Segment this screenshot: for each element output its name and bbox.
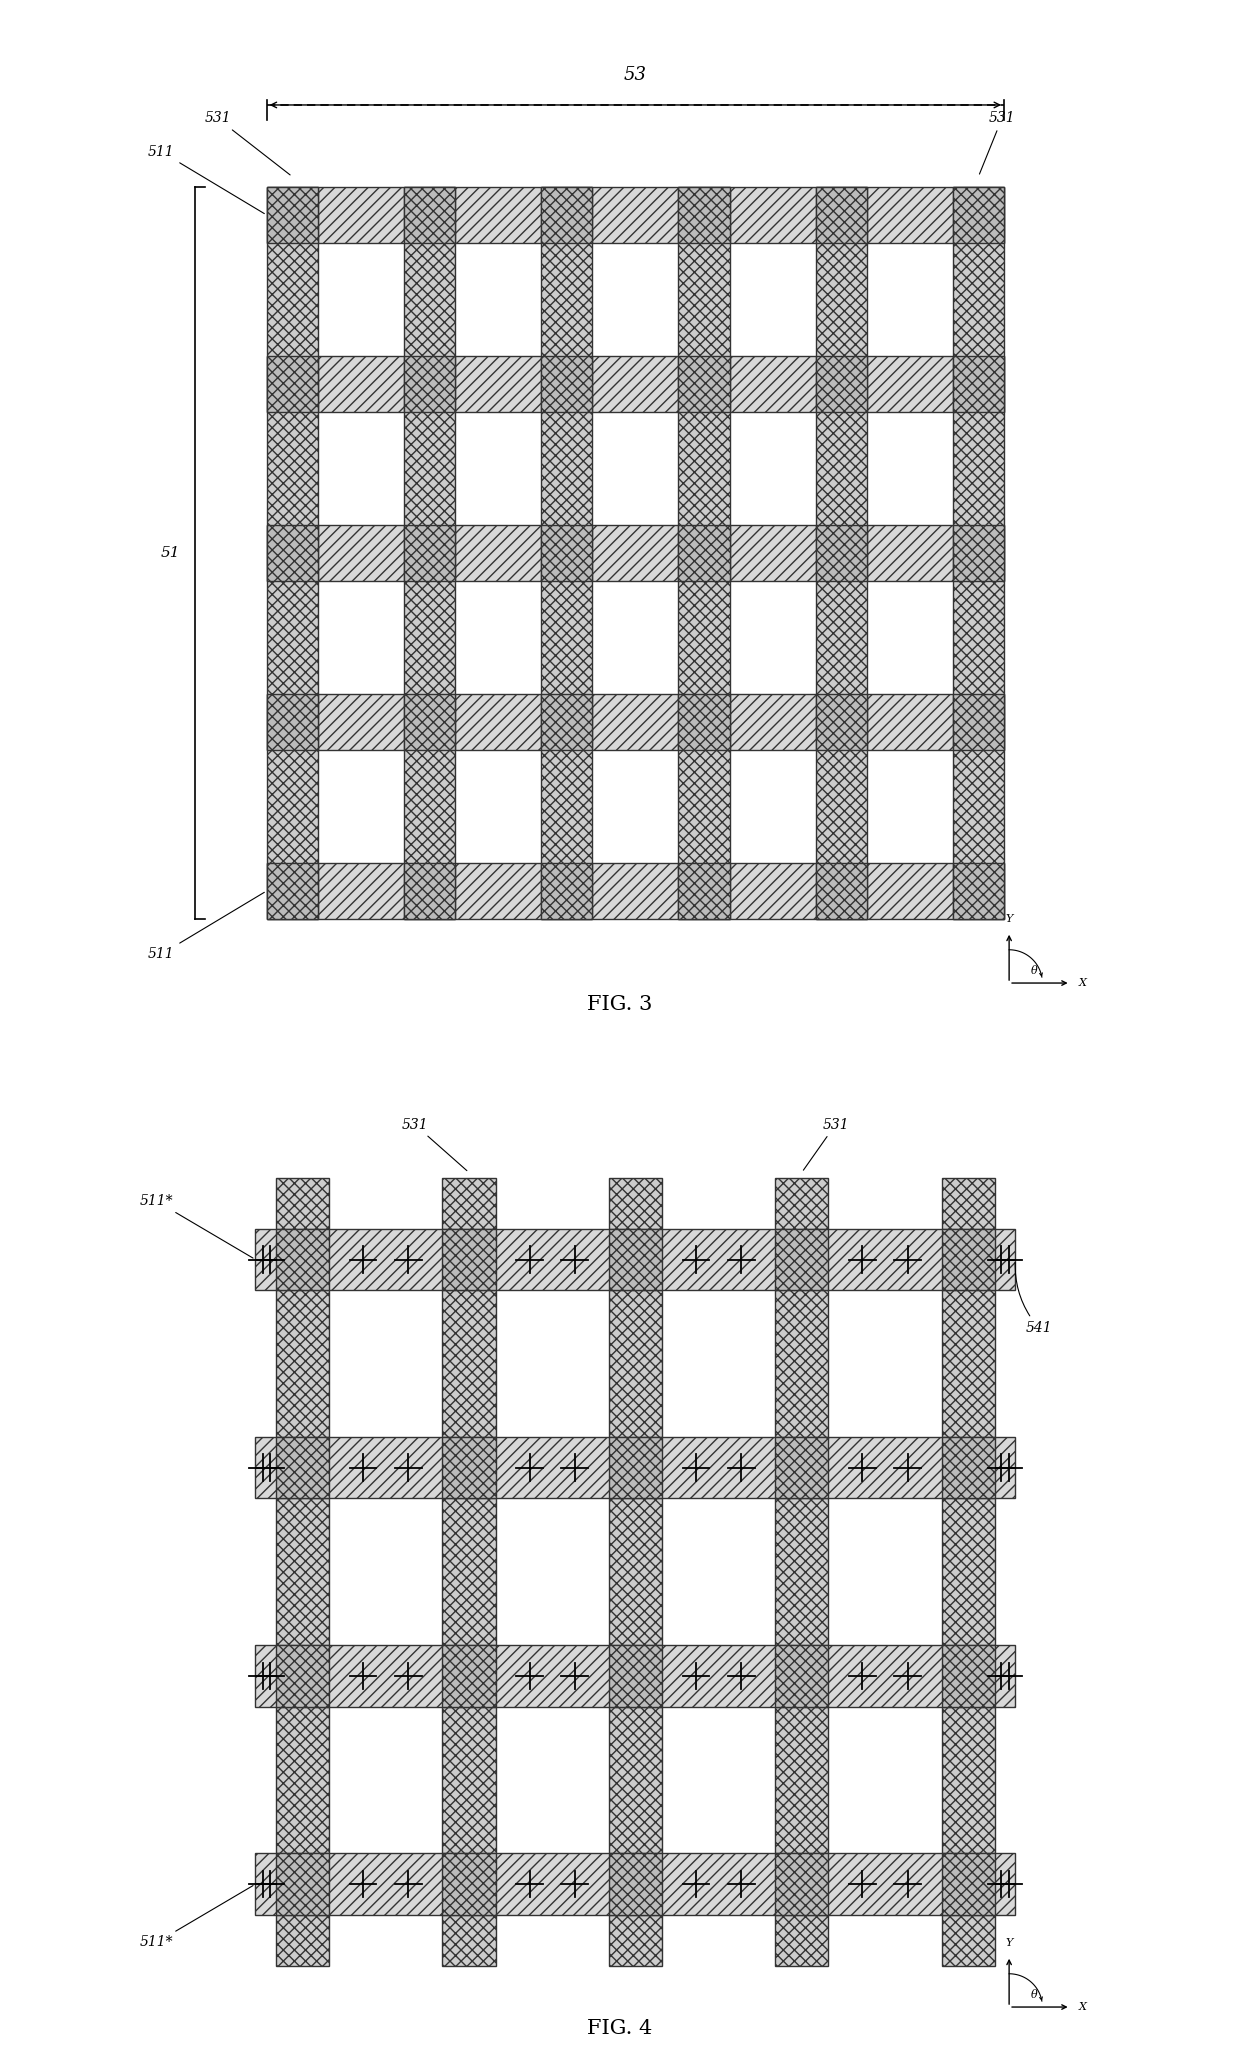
Bar bbox=[443, 1645, 496, 1706]
Bar bbox=[267, 694, 1004, 750]
Bar bbox=[678, 524, 729, 582]
Bar bbox=[775, 1438, 828, 1499]
Bar bbox=[277, 1438, 329, 1499]
Bar bbox=[255, 1229, 1016, 1290]
Bar bbox=[404, 524, 455, 582]
Text: 531: 531 bbox=[980, 111, 1016, 174]
Text: 51: 51 bbox=[160, 547, 180, 559]
Text: FIG. 3: FIG. 3 bbox=[588, 995, 652, 1014]
Bar bbox=[541, 524, 593, 582]
Text: FIG. 4: FIG. 4 bbox=[588, 2019, 652, 2038]
Text: Y: Y bbox=[1006, 1937, 1013, 1948]
Text: 511: 511 bbox=[148, 893, 264, 961]
Bar bbox=[952, 186, 1004, 920]
Bar bbox=[775, 1645, 828, 1706]
Bar bbox=[267, 356, 1004, 412]
Text: Y: Y bbox=[1006, 913, 1013, 924]
Bar bbox=[609, 1178, 662, 1966]
Bar bbox=[952, 694, 1004, 750]
Bar bbox=[267, 862, 1004, 920]
Bar bbox=[404, 694, 455, 750]
Bar bbox=[541, 694, 593, 750]
Bar bbox=[255, 1853, 1016, 1915]
Bar bbox=[541, 186, 593, 920]
Bar bbox=[255, 1438, 1016, 1499]
Bar bbox=[267, 694, 317, 750]
Bar bbox=[609, 1645, 662, 1706]
Bar bbox=[816, 524, 867, 582]
Bar bbox=[941, 1178, 994, 1966]
Bar bbox=[952, 186, 1004, 244]
Bar bbox=[816, 356, 867, 412]
Text: 511: 511 bbox=[148, 145, 264, 213]
Bar bbox=[775, 1229, 828, 1290]
Bar bbox=[775, 1178, 828, 1966]
Bar bbox=[816, 862, 867, 920]
Bar bbox=[952, 862, 1004, 920]
Text: X: X bbox=[1079, 979, 1086, 987]
Bar bbox=[678, 186, 729, 244]
Bar bbox=[267, 186, 317, 244]
Text: 531: 531 bbox=[804, 1118, 849, 1169]
Bar bbox=[952, 356, 1004, 412]
Bar bbox=[775, 1853, 828, 1915]
Bar bbox=[678, 186, 729, 920]
Bar bbox=[277, 1178, 329, 1966]
Bar bbox=[267, 862, 317, 920]
Bar bbox=[609, 1229, 662, 1290]
Bar bbox=[443, 1438, 496, 1499]
Text: 511*: 511* bbox=[140, 1194, 253, 1257]
Bar bbox=[267, 186, 317, 920]
Bar bbox=[404, 356, 455, 412]
Bar bbox=[267, 186, 1004, 244]
Bar bbox=[443, 1853, 496, 1915]
Bar bbox=[277, 1645, 329, 1706]
Bar bbox=[267, 524, 317, 582]
Text: θ: θ bbox=[1030, 1991, 1038, 2001]
Bar bbox=[277, 1853, 329, 1915]
Bar bbox=[609, 1438, 662, 1499]
Bar bbox=[541, 862, 593, 920]
Bar bbox=[941, 1645, 994, 1706]
Text: 531: 531 bbox=[402, 1118, 467, 1171]
Bar bbox=[678, 862, 729, 920]
Bar bbox=[941, 1853, 994, 1915]
Bar bbox=[277, 1229, 329, 1290]
Text: X: X bbox=[1079, 2003, 1086, 2011]
Bar bbox=[404, 186, 455, 920]
Text: 53: 53 bbox=[624, 66, 647, 84]
Bar bbox=[443, 1178, 496, 1966]
Bar bbox=[952, 524, 1004, 582]
Bar bbox=[941, 1229, 994, 1290]
Bar bbox=[816, 186, 867, 244]
Bar bbox=[267, 356, 317, 412]
Bar bbox=[816, 186, 867, 920]
Bar bbox=[404, 862, 455, 920]
Bar bbox=[541, 356, 593, 412]
Bar bbox=[678, 356, 729, 412]
Text: 541: 541 bbox=[1016, 1262, 1052, 1335]
Bar bbox=[941, 1438, 994, 1499]
Text: θ: θ bbox=[1030, 967, 1038, 977]
Bar bbox=[255, 1645, 1016, 1706]
Bar bbox=[541, 186, 593, 244]
Bar bbox=[443, 1229, 496, 1290]
Bar bbox=[267, 524, 1004, 582]
Bar bbox=[816, 694, 867, 750]
Text: 511*: 511* bbox=[140, 1886, 253, 1950]
Bar bbox=[609, 1853, 662, 1915]
Text: 531: 531 bbox=[205, 111, 290, 174]
Bar bbox=[404, 186, 455, 244]
Bar bbox=[678, 694, 729, 750]
